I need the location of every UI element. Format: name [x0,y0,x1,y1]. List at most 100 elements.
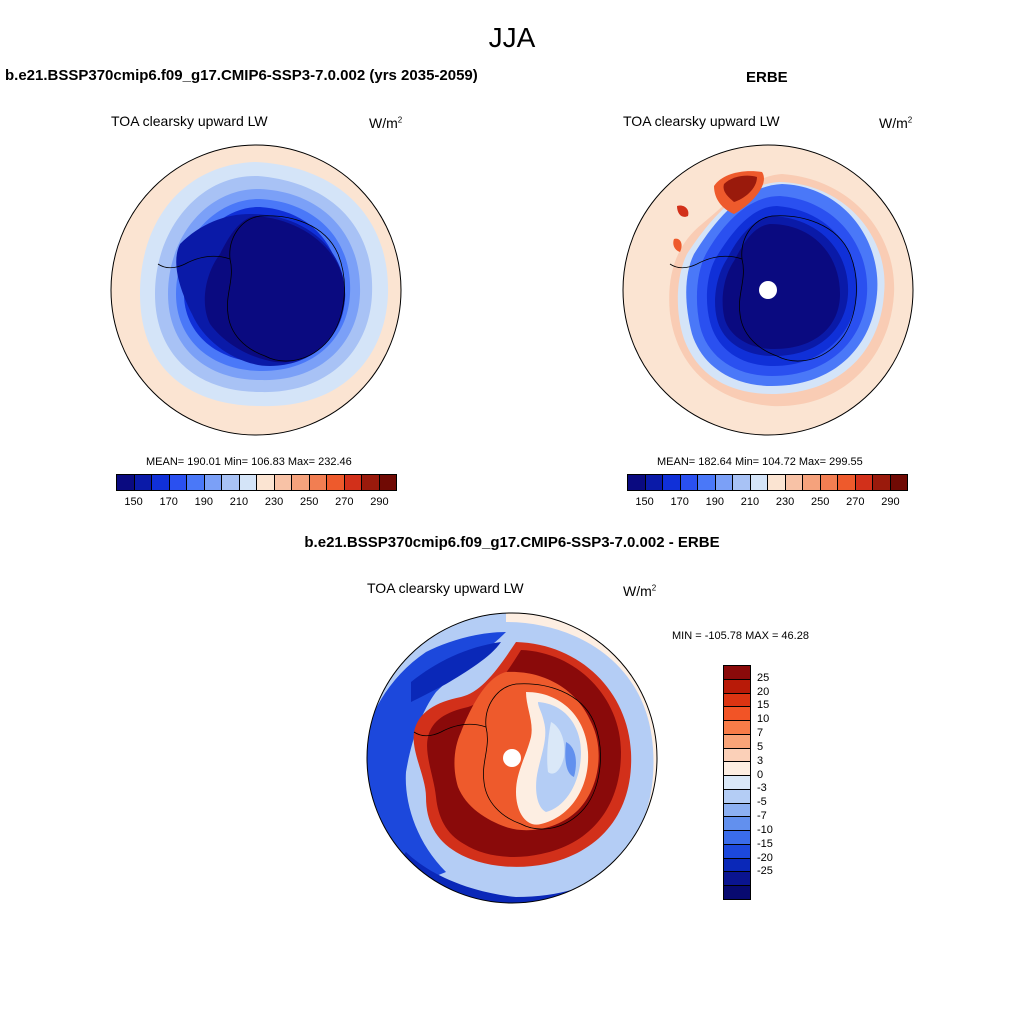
colorbar-tick-label: 25 [757,671,770,684]
colorbar-tick-label: 10 [757,713,770,726]
model-colorbar-ticks: 150 170 190 210 230 250 270 290 [116,496,397,510]
colorbar-swatch [724,817,750,832]
colorbar-tick-label: -20 [757,851,773,864]
colorbar-tick-label: 290 [881,496,900,508]
colorbar-swatch [724,776,750,790]
diff-map [366,612,658,904]
colorbar-tick-label: 190 [194,496,213,508]
colorbar-swatch [663,475,681,490]
colorbar-swatch [239,475,257,490]
obs-colorbar [627,474,908,491]
colorbar-swatch [724,831,750,845]
colorbar-swatch [222,475,240,490]
colorbar-swatch [724,679,750,694]
colorbar-swatch [715,475,733,490]
colorbar-swatch [327,475,345,490]
colorbar-swatch [724,666,750,680]
colorbar-swatch [117,475,135,490]
colorbar-swatch [187,475,205,490]
colorbar-swatch [309,475,327,490]
obs-stats: MEAN= 182.64 Min= 104.72 Max= 299.55 [657,456,863,468]
colorbar-tick-label: -25 [757,865,773,878]
model-colorbar [116,474,397,491]
colorbar-tick-label: 150 [635,496,654,508]
diff-panel-title: b.e21.BSSP370cmip6.f09_g17.CMIP6-SSP3-7.… [304,534,720,551]
colorbar-swatch [890,475,907,490]
colorbar-swatch [680,475,698,490]
colorbar-tick-label: 270 [846,496,865,508]
colorbar-tick-label: 250 [300,496,319,508]
colorbar-swatch [628,475,646,490]
colorbar-tick-label: 210 [229,496,249,508]
model-units-label: W/m2 [369,115,403,131]
colorbar-swatch [803,475,821,490]
colorbar-tick-label: 210 [740,496,760,508]
colorbar-swatch [645,475,663,490]
colorbar-swatch [724,693,750,708]
obs-map [622,144,914,436]
colorbar-swatch [698,475,716,490]
colorbar-swatch [204,475,222,490]
colorbar-swatch [134,475,152,490]
colorbar-tick-label: -15 [757,837,773,850]
colorbar-swatch [274,475,292,490]
season-title: JJA [488,22,536,53]
colorbar-swatch [785,475,803,490]
colorbar-swatch [152,475,170,490]
colorbar-tick-label: 270 [335,496,354,508]
obs-units-label: W/m2 [879,115,913,131]
diff-stats: MIN = -105.78 MAX = 46.28 [672,630,809,642]
model-map [110,144,402,436]
colorbar-swatch [724,734,750,749]
colorbar-swatch [379,475,396,490]
colorbar-tick-label: -5 [757,796,767,809]
colorbar-swatch [724,721,750,735]
colorbar-tick-label: -3 [757,782,767,795]
colorbar-tick-label: 3 [757,754,764,767]
diff-units-label: W/m2 [623,583,657,599]
colorbar-tick-label: -7 [757,810,767,823]
colorbar-swatch [169,475,187,490]
colorbar-swatch [724,858,750,873]
colorbar-tick-label: 290 [370,496,389,508]
colorbar-tick-label: 230 [264,496,284,508]
colorbar-swatch [724,762,750,777]
colorbar-tick-label: 20 [757,685,770,698]
colorbar-tick-label: 150 [124,496,143,508]
colorbar-swatch [724,886,750,900]
colorbar-swatch [855,475,873,490]
colorbar-swatch [724,707,750,722]
colorbar-swatch [724,789,750,804]
colorbar-tick-label: 250 [811,496,830,508]
colorbar-swatch [838,475,856,490]
colorbar-swatch [768,475,786,490]
colorbar-tick-label: 15 [757,699,770,712]
colorbar-swatch [820,475,838,490]
colorbar-swatch [750,475,768,490]
colorbar-swatch [292,475,310,490]
colorbar-tick-label: -10 [757,823,773,836]
colorbar-tick-label: 170 [159,496,178,508]
colorbar-swatch [362,475,380,490]
colorbar-swatch [344,475,362,490]
colorbar-tick-label: 190 [705,496,724,508]
model-panel-title: b.e21.BSSP370cmip6.f09_g17.CMIP6-SSP3-7.… [5,67,478,84]
diff-variable-label: TOA clearsky upward LW [367,580,524,596]
colorbar-swatch [724,844,750,859]
diff-colorbar-ticks: 25 20 15 10 7 5 3 0 -3 -5 -7 -10 -15 -20 -25 [757,665,797,900]
colorbar-tick-label: 170 [670,496,689,508]
obs-colorbar-ticks: 150 170 190 210 230 250 270 290 [627,496,908,510]
colorbar-swatch [257,475,275,490]
colorbar-swatch [724,872,750,887]
colorbar-swatch [724,803,750,818]
diff-colorbar [723,665,751,900]
colorbar-swatch [733,475,751,490]
model-variable-label: TOA clearsky upward LW [111,113,268,129]
colorbar-tick-label: 7 [757,727,764,740]
obs-variable-label: TOA clearsky upward LW [623,113,780,129]
obs-panel-title: ERBE [746,69,788,86]
colorbar-swatch [724,748,750,763]
model-stats: MEAN= 190.01 Min= 106.83 Max= 232.46 [146,456,352,468]
colorbar-tick-label: 5 [757,740,764,753]
colorbar-tick-label: 230 [775,496,795,508]
